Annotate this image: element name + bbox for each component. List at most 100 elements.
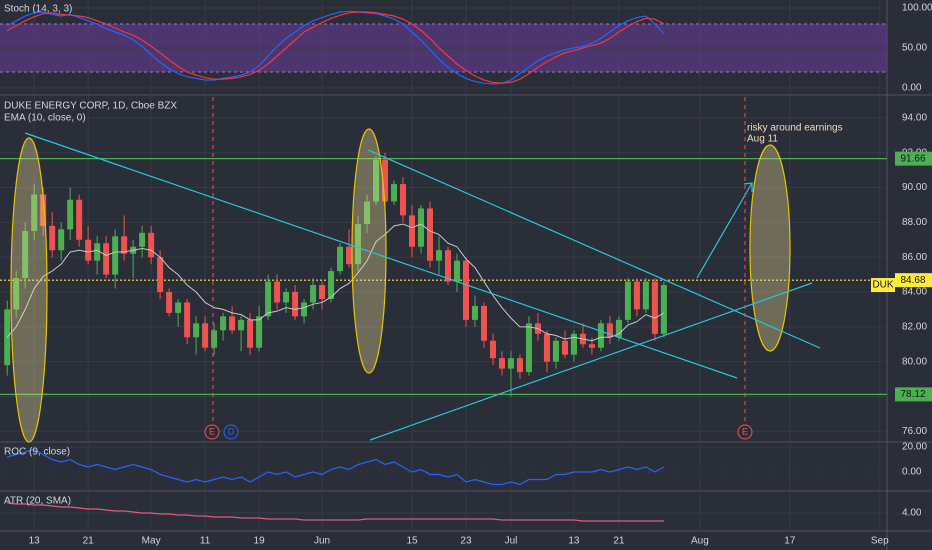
candle-body: [184, 302, 191, 338]
y-tick-label: 4.00: [902, 508, 922, 519]
symbol-box: [871, 278, 895, 293]
arrow-head: [743, 182, 753, 192]
candle-body: [436, 250, 443, 261]
candle-body: [310, 285, 317, 303]
y-tick-label: 76.00: [902, 426, 927, 437]
drawings: [10, 97, 821, 443]
candle-body: [633, 281, 640, 310]
pane-title: ATR (20, SMA): [4, 496, 71, 507]
candle-body: [202, 323, 209, 348]
candle-body: [256, 316, 263, 348]
indicator-line: [6, 10, 665, 85]
level-label-box: [895, 387, 932, 402]
candle-body: [382, 159, 389, 202]
candle-body: [364, 201, 371, 225]
candle-body: [543, 333, 550, 362]
level-label-box: [895, 273, 932, 288]
x-tick-label: Aug: [691, 536, 709, 547]
x-tick-label: Sep: [871, 536, 889, 547]
y-tick-label: 0.00: [902, 467, 922, 478]
y-tick-label: 50.00: [902, 43, 927, 54]
candle-body: [229, 316, 236, 331]
candle-body: [453, 260, 460, 282]
x-tick-label: 19: [254, 536, 266, 547]
y-tick-label: 94.00: [902, 113, 927, 124]
candle-body: [274, 281, 281, 303]
candle-body: [139, 232, 146, 247]
candle-body: [175, 302, 182, 313]
trend-line: [24, 132, 738, 379]
candle-body: [660, 285, 667, 334]
candle-body: [112, 236, 119, 275]
ellipse: [10, 137, 48, 443]
earnings-marker: [204, 424, 220, 440]
candle-body: [238, 319, 245, 331]
candle-body: [597, 323, 604, 348]
x-tick-label: May: [142, 536, 161, 547]
candle-body: [444, 250, 451, 282]
candle-body: [606, 323, 613, 338]
y-tick-label: 90.00: [902, 182, 927, 193]
candle-body: [76, 199, 83, 240]
y-tick-label: 86.00: [902, 252, 927, 263]
annotation: Aug 11: [747, 134, 778, 145]
candle-body: [498, 358, 505, 369]
level-label: 78.12: [900, 389, 925, 400]
candle-body: [220, 316, 227, 331]
candle-body: [211, 330, 218, 348]
candle-body: [193, 323, 200, 338]
x-tick-label: 23: [460, 536, 472, 547]
earnings-marker: [223, 424, 239, 440]
candle-body: [391, 184, 398, 202]
candle-body: [400, 184, 407, 216]
candle-body: [570, 333, 577, 355]
y-tick-label: 88.00: [902, 217, 927, 228]
candle-body: [103, 243, 110, 275]
candle-body: [49, 225, 56, 251]
candle-body: [516, 358, 523, 373]
marker-label: D: [228, 426, 235, 436]
arrow: [696, 182, 753, 279]
symbol-label: DUK: [872, 280, 893, 291]
candle-body: [292, 292, 299, 317]
indicator-line: [6, 11, 665, 84]
x-tick-label: 21: [83, 536, 95, 547]
indicator-line: [7, 502, 664, 522]
subtitle: EMA (10, close, 0): [4, 113, 86, 124]
candle-body: [283, 292, 290, 303]
candle-body: [40, 194, 47, 226]
candle-body: [552, 340, 559, 362]
ema-line: [6, 223, 665, 342]
candle-body: [247, 319, 254, 348]
candle-body: [157, 257, 164, 293]
annotation: risky around earnings: [747, 123, 843, 134]
y-tick-label: 100.00: [902, 3, 932, 14]
trend-line: [369, 282, 813, 441]
x-tick-label: 21: [613, 536, 625, 547]
candle-body: [471, 305, 478, 320]
candle-body: [301, 302, 308, 317]
x-tick-label: 13: [29, 536, 41, 547]
candle-body: [418, 208, 425, 247]
level-label: 91.66: [900, 153, 925, 164]
level-label-box: [895, 151, 932, 166]
candle-body: [337, 246, 344, 272]
y-tick-label: 84.00: [902, 287, 927, 298]
pane-title: ROC (9, close): [4, 447, 70, 458]
candle-body: [22, 231, 29, 279]
candle-body: [319, 285, 326, 299]
y-tick-label: 0.00: [902, 83, 922, 94]
x-tick-label: 13: [568, 536, 580, 547]
x-tick-label: Jun: [314, 536, 330, 547]
indicator-line: [7, 448, 665, 486]
candle-body: [427, 208, 434, 261]
candle-body: [355, 224, 362, 265]
candle-body: [588, 344, 595, 348]
y-tick-label: 82.00: [902, 321, 927, 332]
marker-label: E: [742, 426, 748, 436]
candle-body: [31, 194, 38, 232]
candle-body: [166, 292, 173, 313]
candle-body: [328, 271, 335, 299]
x-tick-label: 11: [200, 536, 211, 547]
